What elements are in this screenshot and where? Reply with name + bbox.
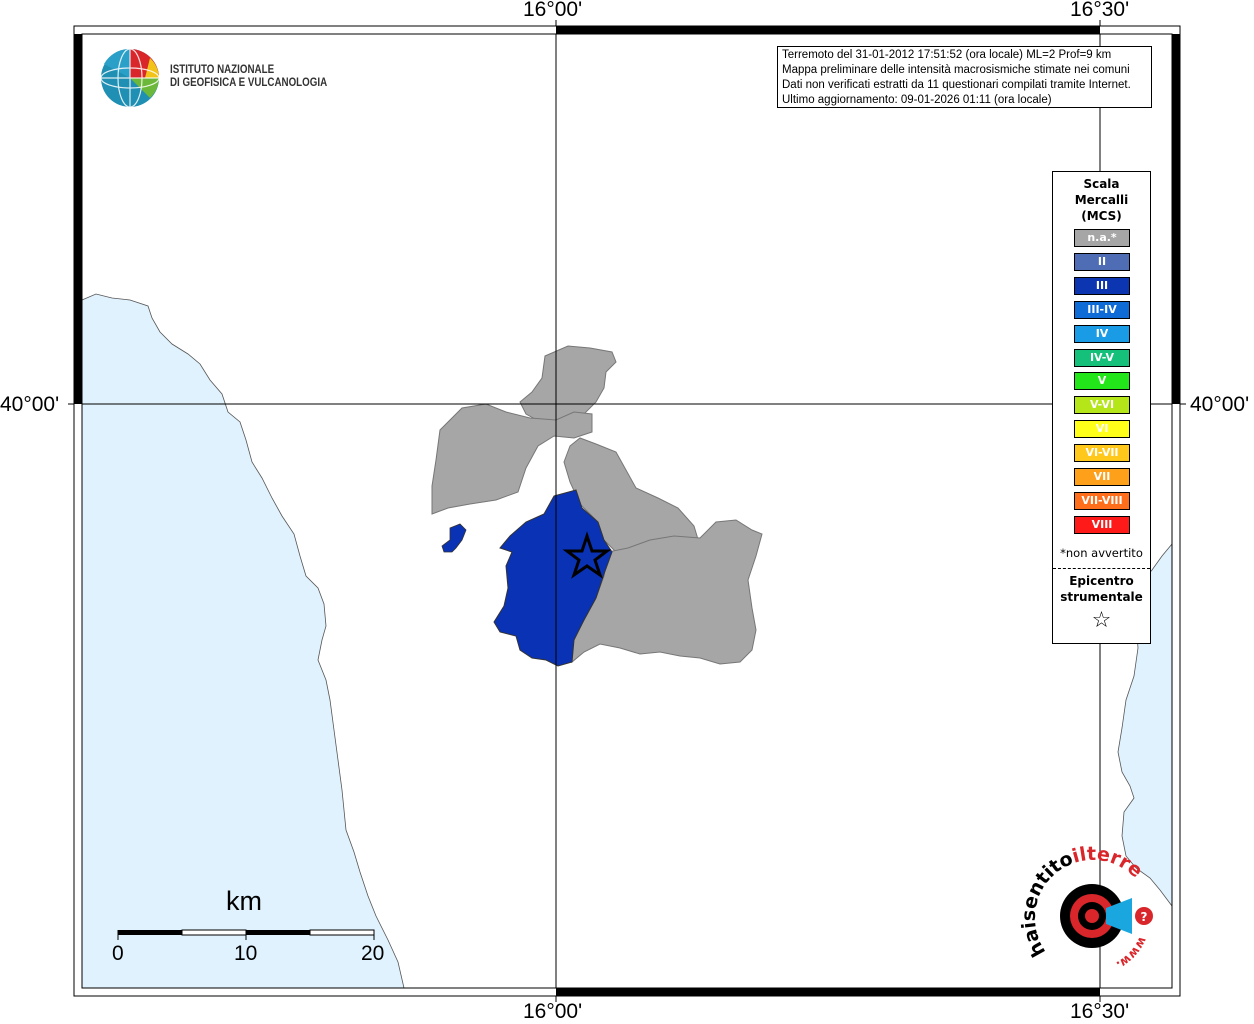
mcs-legend: Scala Mercalli (MCS) n.a.* II III III-IV IV I… <box>1052 171 1151 644</box>
scale-label-0: 0 <box>112 942 124 965</box>
info-line4: Ultimo aggiornamento: 09-01-2026 01:11 (… <box>782 94 1052 106</box>
ingv-logo-icon <box>100 48 160 108</box>
legend-item-iv-v: IV-V <box>1074 348 1130 367</box>
haisentito-logo-icon: ? <box>1060 884 1153 948</box>
legend-epicenter-line2: strumentale <box>1060 590 1143 604</box>
legend-item-n-a: n.a.* <box>1074 229 1130 247</box>
legend-item-vi: VI <box>1074 420 1130 439</box>
info-line2: Mappa preliminare delle intensità macros… <box>782 64 1130 76</box>
legend-item-v: V <box>1074 372 1130 391</box>
legend-item-v-vi: V-VI <box>1074 396 1130 415</box>
legend-star-icon: ☆ <box>1091 608 1112 633</box>
label-top-16-00: 16°00' <box>523 0 583 21</box>
label-bottom-16-00: 16°00' <box>523 1000 583 1023</box>
municipality-intensity-iii <box>493 489 613 667</box>
scale-unit: km <box>226 886 262 916</box>
info-line1: Terremoto del 31-01-2012 17:51:52 (ora l… <box>782 49 1112 61</box>
institute-line1: ISTITUTO NAZIONALE <box>170 64 275 76</box>
legend-item-vi-vii: VI-VII <box>1074 444 1130 463</box>
sea-west <box>81 293 405 989</box>
legend-title: Scala Mercalli (MCS) <box>1053 176 1150 224</box>
institute-line2: DI GEOFISICA E VULCANOLOGIA <box>170 77 328 89</box>
legend-epicenter-label: Epicentro strumentale <box>1053 573 1150 605</box>
legend-item-iv: IV <box>1074 324 1130 343</box>
legend-item-ii: II <box>1074 252 1130 271</box>
legend-title-line2: Mercalli <box>1074 193 1129 207</box>
frame-bar-top <box>556 26 1100 34</box>
scale-label-20: 20 <box>361 942 385 965</box>
frame-bar-right <box>1172 34 1180 404</box>
legend-item-iii: III <box>1074 276 1130 295</box>
info-line3: Dati non verificati estratti da 11 quest… <box>782 79 1131 91</box>
label-left-40-00: 40°00' <box>0 393 60 416</box>
legend-title-line3: (MCS) <box>1081 209 1122 223</box>
legend-title-line1: Scala <box>1083 177 1120 191</box>
scale-label-10: 10 <box>234 942 258 965</box>
epicenter-star <box>562 531 612 579</box>
label-right-40-00: 40°00' <box>1190 393 1250 416</box>
label-top-16-30: 16°30' <box>1070 0 1130 21</box>
municipality-northwest <box>431 403 593 515</box>
municipality-north <box>519 345 617 427</box>
legend-item-vii-viii: VII-VIII <box>1074 491 1130 510</box>
frame-bar-bottom <box>556 988 1100 996</box>
legend-separator <box>1053 568 1150 569</box>
legend-note: *non avvertito <box>1060 546 1143 560</box>
legend-item-iii-iv: III-IV <box>1074 300 1130 319</box>
label-bottom-16-30: 16°30' <box>1070 1000 1130 1023</box>
event-info-box: Terremoto del 31-01-2012 17:51:52 (ora l… <box>777 46 1152 108</box>
svg-text:?: ? <box>1141 910 1148 924</box>
frame-bar-left <box>74 34 82 404</box>
scale-bar <box>117 929 375 940</box>
legend-epicenter-line1: Epicentro <box>1069 574 1134 588</box>
municipality-islet <box>441 523 467 553</box>
legend-item-viii: VIII <box>1074 515 1130 534</box>
legend-item-vii: VII <box>1074 468 1130 486</box>
institute-name: ISTITUTO NAZIONALE DI GEOFISICA E VULCAN… <box>170 64 327 90</box>
